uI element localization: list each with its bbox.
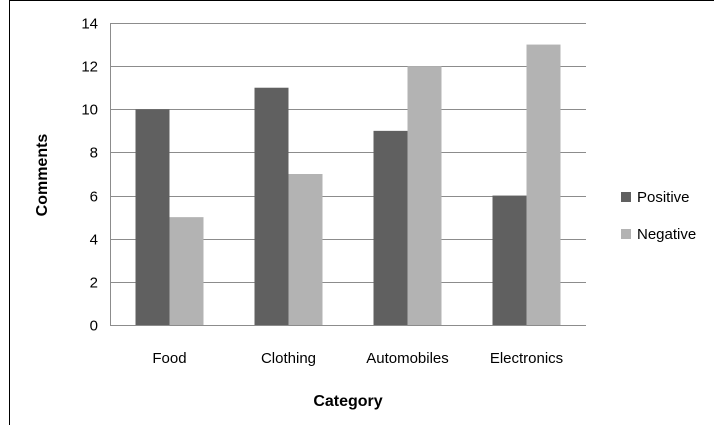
x-category-label: Automobiles (366, 350, 449, 367)
legend-swatch-negative (621, 229, 631, 239)
x-category-label: Food (152, 350, 186, 367)
y-axis-title: Comments (34, 134, 51, 217)
bar-negative-electronics (526, 44, 561, 325)
bar-positive-food (135, 109, 170, 326)
y-tick-label: 14 (81, 16, 98, 33)
y-tick-label: 4 (90, 232, 98, 249)
bars (135, 44, 561, 326)
x-category-label: Electronics (490, 350, 563, 367)
y-axis-ticks: 0 2 4 6 8 10 12 14 (81, 16, 98, 335)
bar-positive-automobiles (373, 130, 408, 325)
legend-label-negative: Negative (637, 226, 696, 243)
x-axis-title: Category (313, 393, 382, 410)
y-tick-label: 8 (90, 145, 98, 162)
bar-positive-electronics (492, 195, 527, 325)
x-category-label: Clothing (261, 350, 316, 367)
legend-label-positive: Positive (637, 189, 690, 206)
legend: Positive Negative (621, 189, 696, 243)
bar-negative-clothing (288, 174, 323, 325)
y-tick-label: 12 (81, 59, 98, 76)
bar-positive-clothing (254, 87, 289, 325)
y-tick-label: 10 (81, 102, 98, 119)
legend-swatch-positive (621, 192, 631, 202)
x-axis-categories: Food Clothing Automobiles Electronics (152, 350, 563, 367)
bar-negative-automobiles (407, 66, 442, 326)
bar-negative-food (169, 217, 204, 325)
y-tick-label: 6 (90, 189, 98, 206)
y-tick-label: 0 (90, 318, 98, 335)
y-tick-label: 2 (90, 275, 98, 292)
chart-frame (9, 0, 714, 425)
